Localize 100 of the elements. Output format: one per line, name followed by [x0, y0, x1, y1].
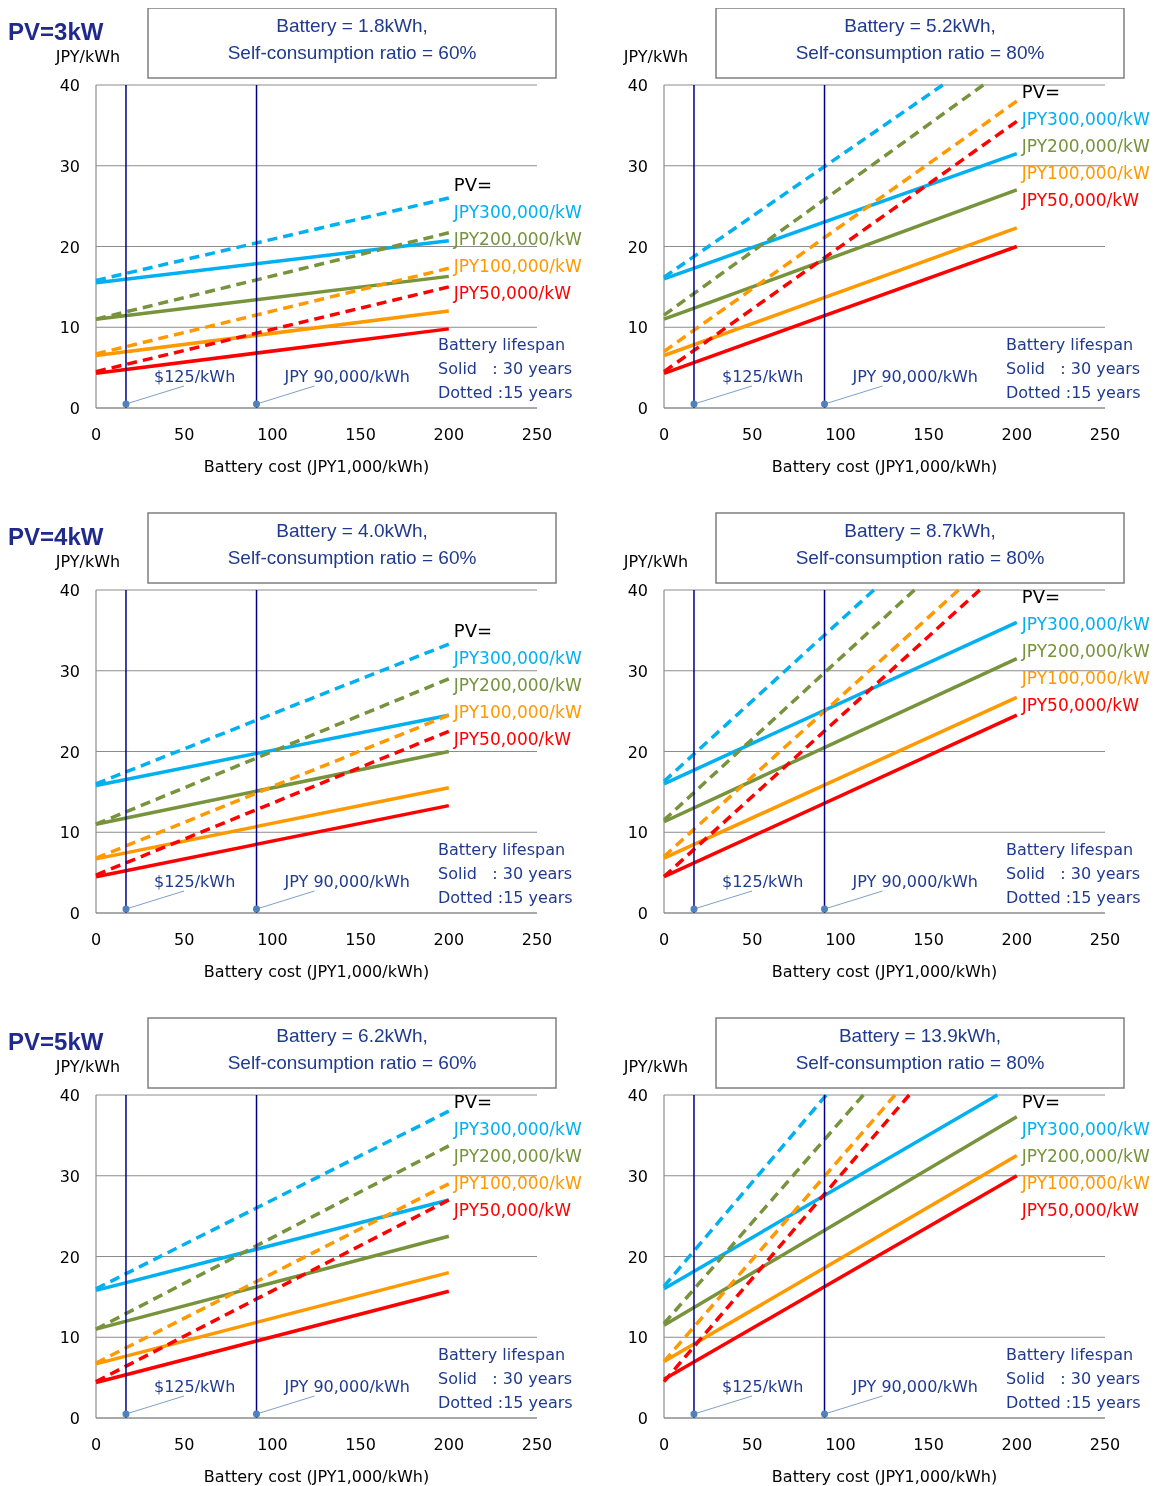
y-tick-label: 30 [59, 1166, 80, 1186]
x-tick-label: 150 [913, 425, 944, 444]
text: JPY300,000/kW [452, 1119, 582, 1140]
x-tick-label: 50 [174, 930, 195, 949]
chart-subtitle: PV=3kW [8, 18, 104, 45]
y-tick-label: 30 [59, 156, 80, 176]
text: JPY50,000/kW [1020, 190, 1140, 211]
y-tick-label: 10 [59, 318, 80, 338]
ref-line-label: JPY 90,000/kWh [851, 872, 979, 891]
legend-title: PV= [453, 1091, 493, 1113]
x-axis-title: Battery cost (JPY1,000/kWh) [203, 962, 430, 981]
x-tick-label: 250 [1089, 1435, 1121, 1454]
x-tick-label: 0 [90, 425, 102, 444]
x-tick-label: 100 [825, 930, 856, 949]
y-tick-label: 20 [627, 237, 648, 257]
chart-title: Battery = 1.8kWh, Self-consumption ratio = 60% [227, 15, 477, 63]
y-tick-label: 10 [59, 1328, 80, 1348]
y-tick-label: 30 [627, 156, 648, 176]
y-tick-label: 10 [627, 318, 648, 338]
x-axis-title: Battery cost (JPY1,000/kWh) [203, 1467, 430, 1486]
y-tick-label: 0 [637, 1409, 648, 1428]
x-tick-label: 150 [913, 930, 944, 949]
ref-line-label: JPY 90,000/kWh [283, 1377, 411, 1396]
series-label: JPY200,000/kW [1020, 1146, 1150, 1167]
x-tick-label: 200 [1001, 425, 1033, 444]
ref-line-label: JPY 90,000/kWh [283, 872, 411, 891]
annotation: Battery lifespan Solid : 30 years Dotted :15 years [1006, 839, 1141, 907]
x-tick-label: 150 [913, 1435, 944, 1454]
ref-line-label: $125/kWh [153, 872, 236, 891]
y-tick-label: 0 [69, 904, 80, 923]
ref-line-label: JPY 90,000/kWh [851, 1377, 979, 1396]
x-tick-label: 150 [345, 1435, 376, 1454]
x-tick-label: 250 [1089, 425, 1121, 444]
y-tick-label: 40 [59, 581, 80, 600]
series-label: JPY200,000/kW [1020, 641, 1150, 662]
text: JPY50,000/kW [452, 729, 572, 750]
text: JPY100,000/kW [1020, 163, 1150, 184]
y-tick-label: 20 [59, 1247, 80, 1267]
text: JPY100,000/kW [452, 702, 582, 723]
y-tick-label: 10 [59, 823, 80, 843]
legend-title: PV= [1021, 81, 1061, 103]
chart-subtitle: PV=4kW [8, 523, 104, 550]
y-tick-label: 0 [637, 904, 648, 923]
chart-title: Battery = 6.2kWh, Self-consumption ratio = 60% [227, 1025, 477, 1073]
text: JPY50,000/kW [452, 1200, 572, 1221]
x-tick-label: 0 [90, 930, 102, 949]
ref-line-label: JPY 90,000/kWh [283, 367, 411, 386]
series-label: JPY300,000/kW [1020, 109, 1150, 130]
legend-title: PV= [453, 620, 493, 642]
x-tick-label: 200 [433, 425, 465, 444]
x-tick-label: 200 [1001, 1435, 1033, 1454]
x-axis-title: Battery cost (JPY1,000/kWh) [771, 962, 998, 981]
x-tick-label: 50 [174, 1435, 195, 1454]
annotation: Battery lifespan Solid : 30 years Dotted :15 years [438, 1344, 573, 1412]
x-tick-label: 100 [257, 1435, 288, 1454]
annotation: Battery lifespan Solid : 30 years Dotted :15 years [1006, 1344, 1141, 1412]
y-tick-label: 20 [627, 1247, 648, 1267]
y-tick-label: 30 [627, 661, 648, 681]
y-tick-label: 0 [637, 399, 648, 418]
x-tick-label: 250 [1089, 930, 1121, 949]
chart-title: Battery = 5.2kWh, Self-consumption ratio = 80% [795, 15, 1045, 63]
y-axis-title: JPY/kWh [622, 1057, 689, 1076]
text: JPY200,000/kW [452, 1146, 582, 1167]
x-axis-title: Battery cost (JPY1,000/kWh) [203, 457, 430, 476]
series-label: JPY50,000/kW [1020, 1200, 1140, 1221]
text: JPY200,000/kW [1020, 136, 1150, 157]
annotation: Battery lifespan Solid : 30 years Dotted :15 years [438, 334, 573, 402]
x-tick-label: 100 [825, 425, 856, 444]
y-tick-label: 0 [69, 399, 80, 418]
series-label: JPY300,000/kW [1020, 614, 1150, 635]
text: JPY300,000/kW [452, 648, 582, 669]
x-tick-label: 0 [658, 425, 670, 444]
series-label: JPY50,000/kW [452, 283, 572, 304]
chart-title: Battery = 8.7kWh, Self-consumption ratio = 80% [795, 520, 1045, 568]
chart-title: Battery = 13.9kWh, Self-consumption ratio = 80% [795, 1025, 1045, 1073]
series-label: JPY50,000/kW [1020, 695, 1140, 716]
text: JPY200,000/kW [452, 675, 582, 696]
y-tick-label: 40 [59, 1086, 80, 1105]
x-tick-label: 50 [742, 1435, 763, 1454]
y-axis-title: JPY/kWh [54, 552, 121, 571]
ref-line-label: $125/kWh [153, 367, 236, 386]
y-axis-title: JPY/kWh [622, 47, 689, 66]
text: JPY100,000/kW [452, 256, 582, 277]
x-tick-label: 0 [90, 1435, 102, 1454]
ref-line-label: $125/kWh [721, 1377, 804, 1396]
y-tick-label: 40 [59, 76, 80, 95]
x-tick-label: 50 [742, 930, 763, 949]
x-tick-label: 100 [825, 1435, 856, 1454]
x-tick-label: 150 [345, 930, 376, 949]
ref-line-label: JPY 90,000/kWh [851, 367, 979, 386]
x-tick-label: 150 [345, 425, 376, 444]
y-axis-title: JPY/kWh [622, 552, 689, 571]
y-tick-label: 10 [627, 1328, 648, 1348]
chart-title: Battery = 4.0kWh, Self-consumption ratio = 60% [227, 520, 477, 568]
x-tick-label: 0 [658, 930, 670, 949]
ref-line-label: $125/kWh [721, 872, 804, 891]
y-axis-title: JPY/kWh [54, 1057, 121, 1076]
x-tick-label: 200 [433, 1435, 465, 1454]
series-label: JPY100,000/kW [1020, 668, 1150, 689]
y-tick-label: 40 [627, 581, 648, 600]
